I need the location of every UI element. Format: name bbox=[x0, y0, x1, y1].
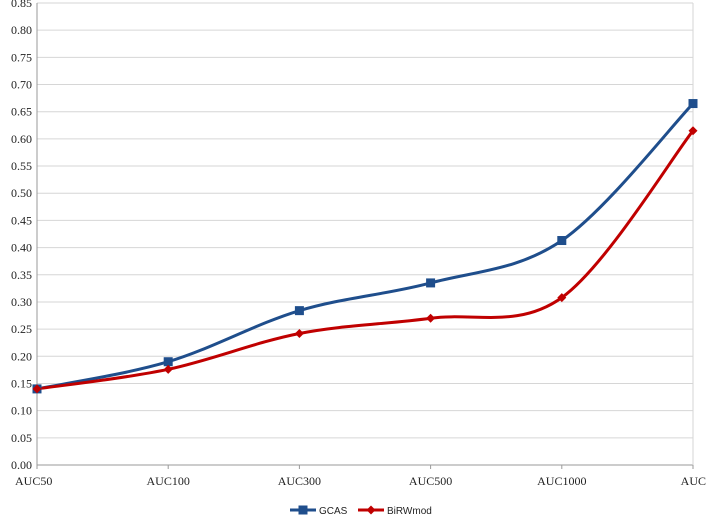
data-point-birwmod bbox=[688, 126, 698, 136]
data-point-birwmod bbox=[426, 313, 436, 323]
y-tick-label: 0.75 bbox=[11, 50, 32, 64]
y-tick-label: 0.00 bbox=[11, 458, 32, 472]
y-tick-label: 0.45 bbox=[11, 213, 32, 227]
y-tick-label: 0.40 bbox=[11, 241, 32, 255]
y-tick-label: 0.15 bbox=[11, 376, 32, 390]
series-lines bbox=[35, 102, 695, 391]
legend-label-birwmod: BiRWmod bbox=[387, 506, 432, 515]
y-tick-label: 0.60 bbox=[11, 132, 32, 146]
y-tick-label: 0.85 bbox=[11, 0, 32, 10]
y-tick-label: 0.55 bbox=[11, 159, 32, 173]
y-tick-label: 0.10 bbox=[11, 404, 32, 418]
y-tick-label: 0.65 bbox=[11, 105, 32, 119]
y-tick-label: 0.50 bbox=[11, 186, 32, 200]
legend-label-gcas: GCAS bbox=[319, 506, 348, 515]
data-point-gcas bbox=[426, 278, 436, 288]
x-tick-label: AUC bbox=[681, 474, 706, 488]
data-point-gcas bbox=[163, 357, 173, 367]
y-tick-label: 0.30 bbox=[11, 295, 32, 309]
x-tick-label: AUC500 bbox=[409, 474, 452, 488]
data-point-birwmod bbox=[163, 364, 173, 374]
data-point-gcas bbox=[294, 306, 304, 316]
y-tick-label: 0.70 bbox=[11, 78, 32, 92]
series-line-birwmod bbox=[35, 129, 695, 391]
x-axis-ticks: AUC50 AUC100 AUC300 AUC500 AUC1000 AUC bbox=[15, 465, 706, 488]
data-point-birwmod bbox=[294, 328, 304, 338]
y-tick-label: 0.25 bbox=[11, 322, 32, 336]
y-tick-label: 0.05 bbox=[11, 431, 32, 445]
legend-marker-gcas bbox=[298, 505, 308, 515]
legend: GCAS BiRWmod bbox=[290, 505, 432, 515]
series-markers bbox=[32, 99, 698, 394]
legend-marker-birwmod bbox=[366, 505, 376, 515]
data-point-gcas bbox=[557, 236, 567, 246]
data-point-birwmod bbox=[32, 384, 42, 394]
y-axis-ticks: 0.00 0.05 0.10 0.15 0.20 0.25 0.30 0.35 0.40 0.45… bbox=[11, 0, 32, 472]
data-point-birwmod bbox=[557, 293, 567, 303]
y-tick-label: 0.35 bbox=[11, 268, 32, 282]
x-tick-label: AUC1000 bbox=[537, 474, 586, 488]
y-tick-label: 0.80 bbox=[11, 23, 32, 37]
series-line-gcas bbox=[35, 102, 695, 391]
gridlines bbox=[36, 2, 694, 466]
data-point-gcas bbox=[688, 99, 698, 109]
x-tick-label: AUC100 bbox=[147, 474, 190, 488]
x-tick-label: AUC50 bbox=[15, 474, 52, 488]
y-tick-label: 0.20 bbox=[11, 349, 32, 363]
plot-background bbox=[37, 3, 693, 465]
x-tick-label: AUC300 bbox=[278, 474, 321, 488]
